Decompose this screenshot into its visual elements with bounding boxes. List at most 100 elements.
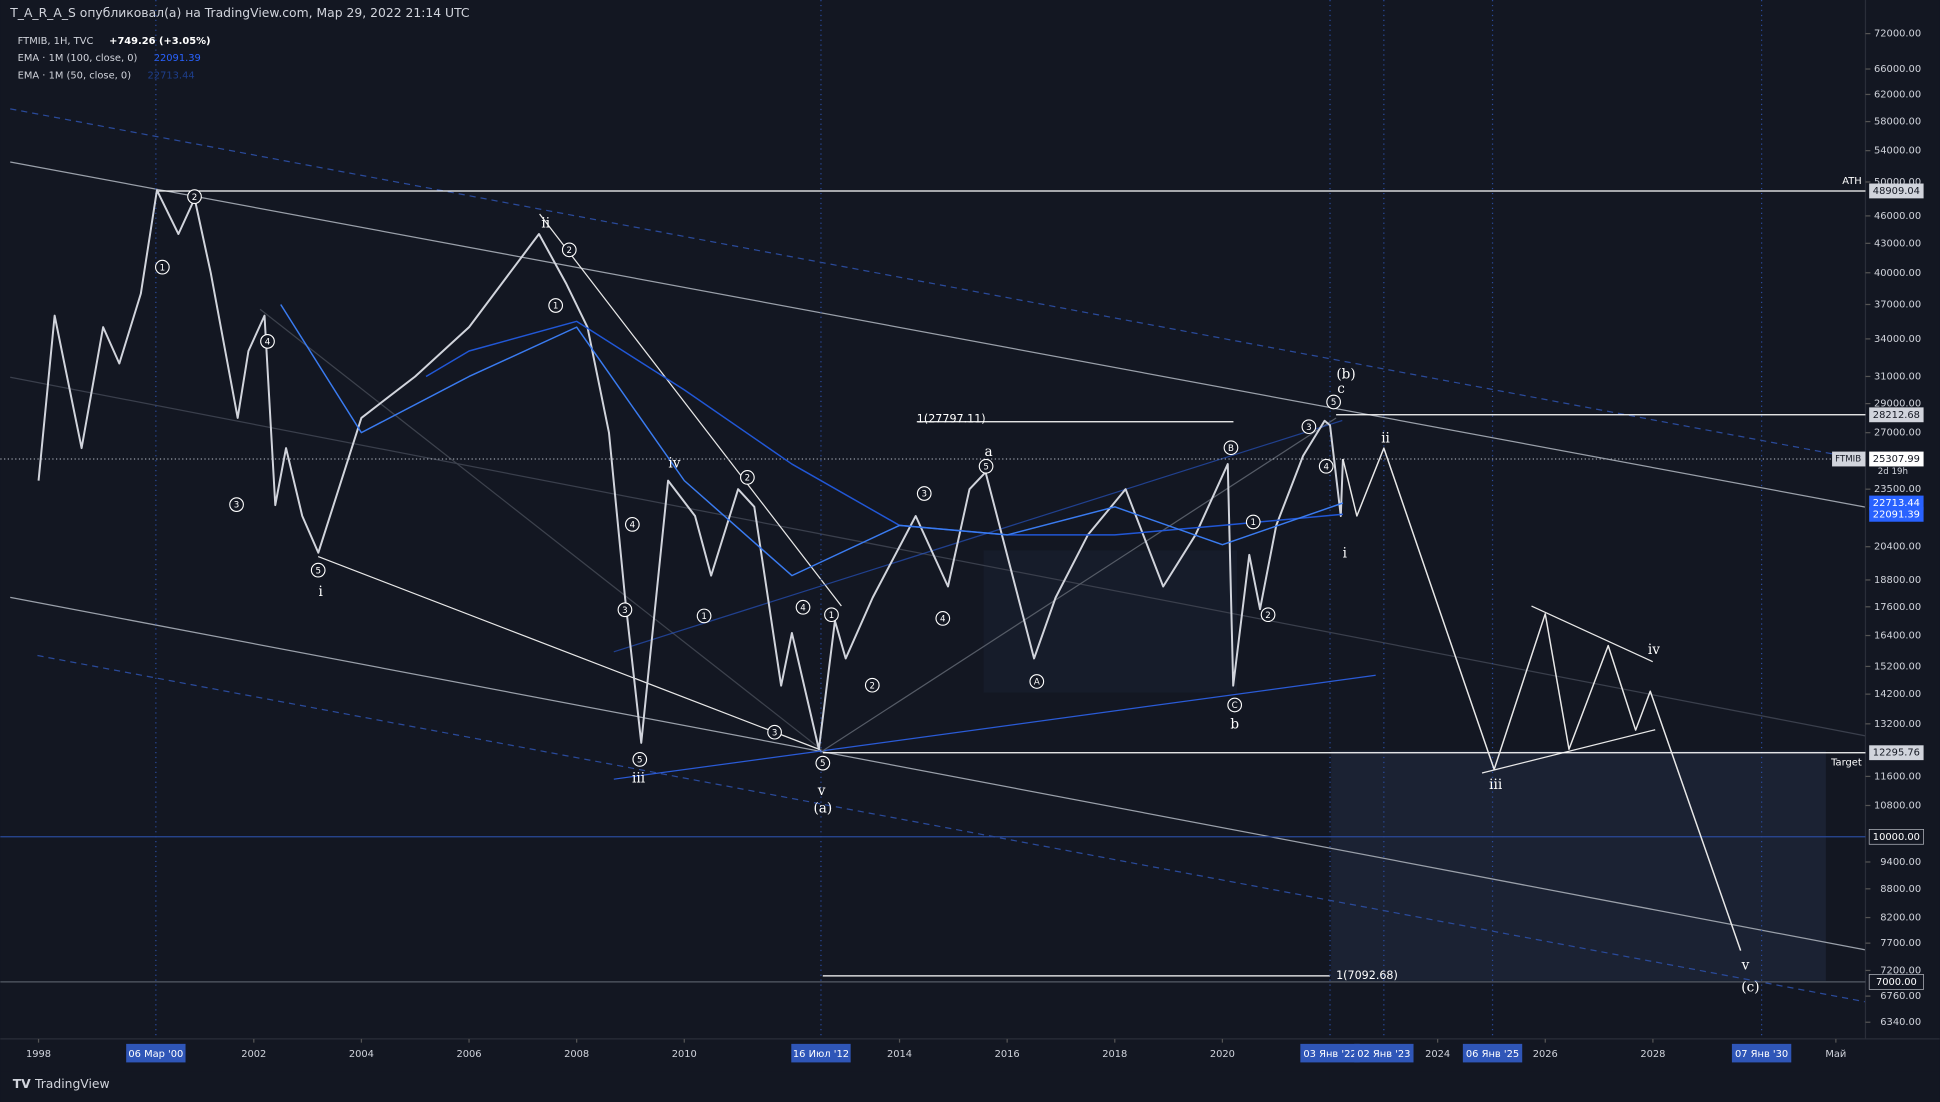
date-box [791,1043,851,1063]
wave-circle [935,611,951,626]
wave-circle [260,334,275,349]
wave-label: c [1337,381,1345,397]
trendline [613,419,1343,653]
y-tick-label: 37000.00 [1874,299,1921,310]
wave-circle [561,242,577,258]
wave-circle [795,599,811,615]
price-tag-label: 22713.44 [1873,498,1920,509]
price-tag [1869,506,1924,522]
wave-number: 1 [701,612,707,622]
x-tick-label: Май [1825,1049,1846,1060]
trendline [822,417,1337,752]
date-label: 06 Мар '00 [128,1049,183,1060]
wave-label: iv [668,455,680,471]
channel-dashed [10,108,1866,461]
wave-number: 5 [820,759,826,769]
triangle-line [1531,605,1653,663]
fib-label: 1(27797.11) [917,412,986,425]
fib-label: 1(7092.68) [1336,969,1398,982]
wave-number: 1 [160,263,166,273]
wave-number: 2 [870,681,876,691]
y-tick-label: 50000.00 [1874,177,1921,188]
y-tick-label: 43000.00 [1874,238,1921,249]
y-tick-label: 46000.00 [1874,211,1921,222]
wave-number: 2 [192,193,198,203]
level-label: ATH [1842,176,1861,187]
series-line [1342,447,1742,951]
x-tick-label: 2004 [349,1049,374,1060]
y-tick-label: 34000.00 [1874,334,1921,345]
wave-label: iii [1489,777,1503,793]
wave-label: iv [1648,642,1660,658]
trendline [259,308,824,752]
y-tick-label: 18800.00 [1874,575,1921,586]
wave-circle [1223,440,1239,456]
y-tick-label: 31000.00 [1874,371,1921,382]
wave-label: a [984,444,992,460]
series-line [280,304,1344,577]
y-tick-label: 16400.00 [1874,631,1921,642]
price-tag-label: 12295.76 [1873,748,1920,759]
y-tick-label: 8200.00 [1880,913,1921,924]
series-line [37,189,1344,751]
wave-circle [740,470,755,485]
trendline [317,555,824,752]
x-tick-label: 2018 [1102,1049,1127,1060]
x-tick-label: 2024 [1425,1049,1450,1060]
wave-circle [1245,514,1261,530]
y-tick-label: 72000.00 [1874,29,1921,40]
price-tag [1869,407,1924,423]
price-tag-label: 48909.04 [1873,186,1920,197]
wave-circle [1260,607,1276,623]
wave-circle [1301,419,1317,435]
date-label: 02 Янв '23 [1357,1049,1410,1060]
wave-circle [617,602,633,618]
y-tick-label: 20400.00 [1874,542,1921,553]
wave-circle [624,517,640,532]
legend-change: +749.26 (+3.05%) [109,36,210,47]
wave-number: B [1228,444,1234,454]
wave-number: 3 [622,606,628,616]
x-tick-label: 2010 [672,1049,697,1060]
legend-ema50-value: 22713.44 [148,70,195,81]
x-tick-label: 2014 [887,1049,912,1060]
wave-label: v [1741,957,1750,973]
wave-circle [978,458,994,474]
wave-label: v [817,783,826,799]
trendline [613,750,823,780]
y-tick-label: 9400.00 [1880,857,1921,868]
wave-label: ii [541,215,550,231]
symbol-tag-label: FTMIB [1835,455,1861,465]
x-tick-label: 2006 [456,1049,481,1060]
price-tag [1869,451,1924,467]
wave-circle [187,189,202,205]
date-box [1300,1043,1360,1063]
price-tag [1869,183,1924,199]
wave-number: 2 [567,246,573,256]
wave-number: 4 [265,337,271,347]
wave-number: 3 [921,490,927,500]
x-tick-label: 2008 [564,1049,589,1060]
wave-label: (c) [1741,980,1759,996]
x-tick-label: 2016 [995,1049,1020,1060]
wave-circle [1318,458,1334,474]
wave-circle [229,497,244,512]
y-tick-label: 6340.00 [1880,1017,1921,1028]
wave-number: 3 [234,501,240,511]
wave-number: 5 [637,756,643,766]
footer-brand: TradingView [34,1077,110,1091]
wave-number: 5 [1331,398,1337,408]
wave-circle [1227,697,1243,713]
wave-circle [864,677,880,693]
wave-label: iii [632,771,646,787]
wave-circle [916,486,932,501]
wave-circle [548,298,564,313]
y-tick-label: 58000.00 [1874,117,1921,128]
wave-number: 2 [745,474,751,484]
y-tick-label: 62000.00 [1874,89,1921,100]
date-label: 07 Янв '30 [1735,1049,1788,1060]
wave-label: (a) [813,800,832,816]
wave-circle [1326,394,1341,410]
date-label: 03 Янв '22 [1303,1049,1356,1060]
wave-number: 1 [553,302,559,312]
